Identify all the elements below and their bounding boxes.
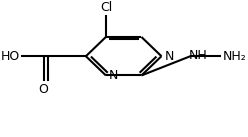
Text: HO: HO — [1, 50, 20, 63]
Text: N: N — [165, 50, 174, 63]
Text: NH: NH — [189, 49, 208, 62]
Text: Cl: Cl — [100, 1, 112, 14]
Text: NH₂: NH₂ — [223, 50, 246, 63]
Text: N: N — [109, 69, 119, 82]
Text: O: O — [39, 83, 49, 96]
